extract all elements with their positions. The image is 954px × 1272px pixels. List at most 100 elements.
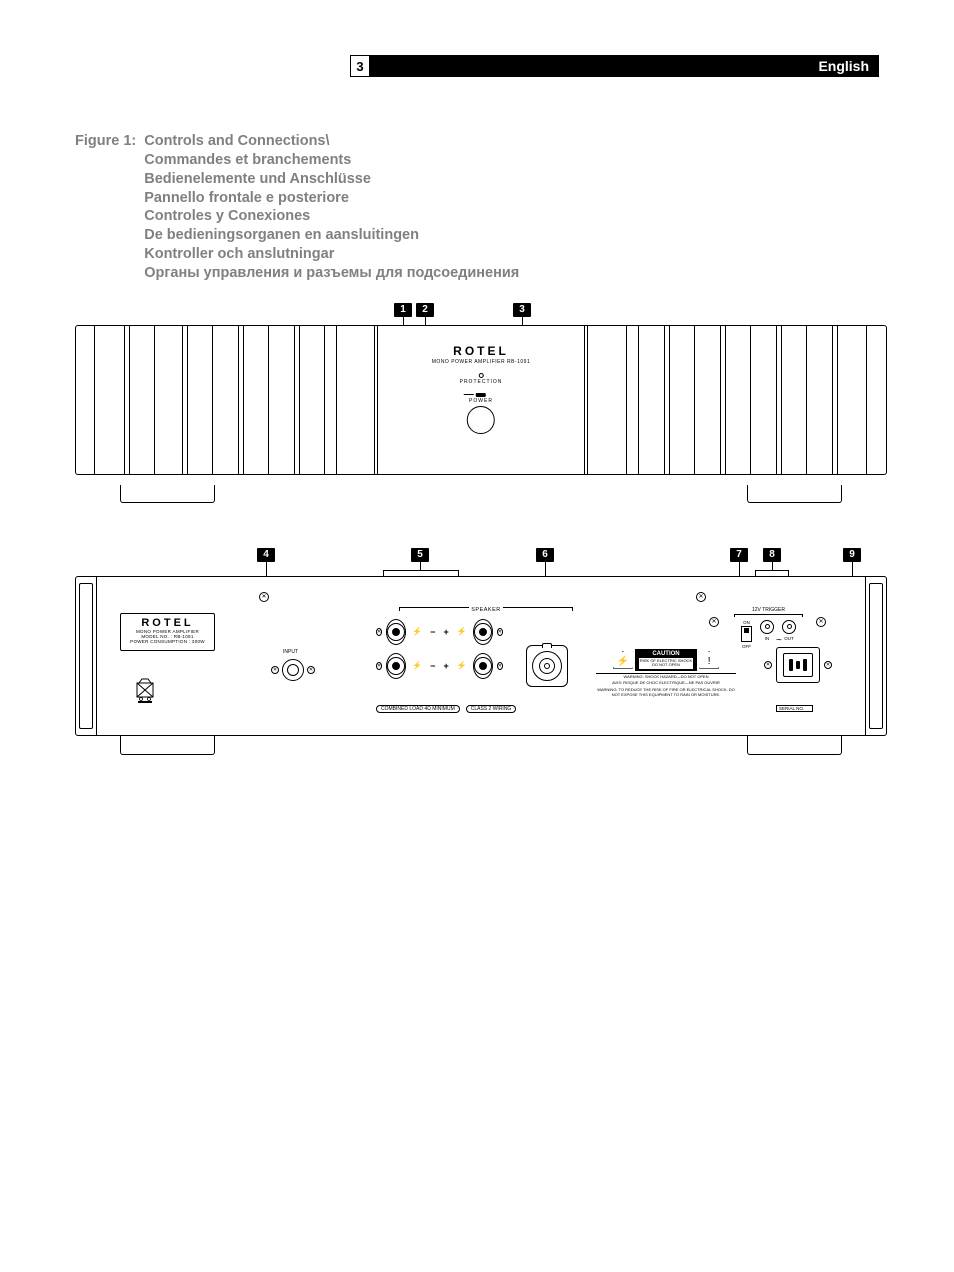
callout-5: 5 [411,548,429,562]
fin [94,326,95,474]
warning-line-2: AVIS: RISQUE DE CHOC ELECTRIQUE—NE PAS O… [596,681,736,685]
screw-icon [696,592,706,602]
fin [776,326,782,474]
screw-icon [709,617,719,627]
rear-foot-right [747,735,842,755]
rca-input[interactable] [271,659,315,681]
trigger-switch[interactable] [741,626,752,642]
trigger-out-jack[interactable] [782,620,796,634]
front-callouts: 1 2 3 [75,303,887,321]
screw-icon [376,662,382,670]
fin [336,326,337,474]
fin [694,326,695,474]
screw-icon [824,661,832,669]
rotel-info-plate: ROTEL MONO POWER AMPLIFIER MODEL NO. : R… [120,613,215,651]
lightning-icon: ⚡ [457,661,467,670]
lightning-icon: ⚡ [412,627,422,636]
fin [638,326,639,474]
screw-icon [764,661,772,669]
front-foot-right [747,485,842,503]
fin [294,326,300,474]
inner-edge [96,577,97,735]
callout-6: 6 [536,548,554,562]
fin [664,326,670,474]
warning-line-1: WARNING: SHOCK HAZARD—DO NOT OPEN [596,673,736,679]
language-label: English [818,58,869,74]
trigger-in-jack[interactable] [760,620,774,634]
binding-post-pos[interactable] [473,619,493,645]
fin [750,326,751,474]
binding-post-neg[interactable] [386,653,406,679]
serial-label: SERIAL NO. [776,705,813,712]
trigger-on-label: ON [741,620,752,625]
brand-name: ROTEL [432,344,530,358]
binding-posts: ⚡ − + ⚡ ⚡ − + ⚡ [376,619,496,687]
warning-block: WARNING: TO REDUCE THE RISK OF FIRE OR E… [596,688,736,697]
speakon-connector[interactable] [526,645,568,687]
callout-8: 8 [763,548,781,562]
center-panel-edge [374,326,378,474]
lightning-icon: ⚡ [412,661,422,670]
callout-7: 7 [730,548,748,562]
callout-2: 2 [416,303,434,317]
fin [626,326,627,474]
exclamation-warning-icon: ! [699,651,719,669]
figure-title-es: Controles y Conexiones [144,207,519,226]
figure-label: Figure 1: [75,132,136,283]
front-panel-body: ROTEL MONO POWER AMPLIFIER RB-1091 PROTE… [75,325,887,475]
figure-title-ru: Органы управления и разъемы для подсоеди… [144,264,519,283]
figure-title-nl: De bedieningsorganen en aansluitingen [144,226,519,245]
fin [182,326,188,474]
callout-1: 1 [394,303,412,317]
weee-icon [134,677,156,709]
screw-icon [307,666,315,674]
rear-callouts: 4 5 6 7 8 9 [75,548,887,576]
protection-label: PROTECTION [432,379,530,385]
iec-inlet-group [764,647,832,683]
trigger-in-label: IN [760,636,774,641]
screw-icon [497,662,503,670]
binding-post-pos[interactable] [473,653,493,679]
figure-title-en: Controls and Connections\ [144,132,519,151]
fin [832,326,838,474]
callout-bracket-5 [383,570,459,576]
figure-title-it: Pannello frontale e posteriore [144,189,519,208]
figure-title-block: Figure 1: Controls and Connections\ Comm… [75,132,879,283]
end-cap-right [869,583,883,729]
end-cap-left [79,583,93,729]
iec-inlet[interactable] [776,647,820,683]
bottom-labels: COMBINED LOAD 4Ω MINIMUM CLASS 2 WIRING [376,705,516,713]
power-button[interactable] [467,406,495,434]
fin [124,326,130,474]
header-black-bar: English [370,55,879,77]
callout-9: 9 [843,548,861,562]
screw-icon [816,617,826,627]
figure-title-sv: Kontroller och anslutningar [144,245,519,264]
rear-foot-left [120,735,215,755]
rca-jack[interactable] [282,659,304,681]
fin [212,326,213,474]
fin [154,326,155,474]
figure-titles: Controls and Connections\ Commandes et b… [144,132,519,283]
front-brand-block: ROTEL MONO POWER AMPLIFIER RB-1091 PROTE… [432,344,530,434]
fin [238,326,244,474]
rear-panel-body: ROTEL MONO POWER AMPLIFIER MODEL NO. : R… [75,576,887,736]
plate-line-3: POWER CONSUMPTION : 300W [121,639,214,644]
input-label: INPUT [283,649,298,655]
binding-post-neg[interactable] [386,619,406,645]
screw-icon [259,592,269,602]
callout-line-8 [772,562,773,570]
protection-led [479,373,484,378]
figure-title-de: Bedienelemente und Anschlüsse [144,170,519,189]
power-label: POWER [432,398,530,404]
callout-line-5 [420,562,421,570]
speaker-label: SPEAKER [471,607,500,613]
front-panel-diagram: 1 2 3 [75,303,887,503]
fin [866,326,867,474]
trigger-off-label: OFF [741,644,752,649]
caution-box: ⚡ CAUTION RISK OF ELECTRIC SHOCK DO NOT … [596,649,736,697]
page-number: 3 [350,55,370,77]
screw-icon [376,628,382,636]
screw-icon [497,628,503,636]
fin [806,326,807,474]
